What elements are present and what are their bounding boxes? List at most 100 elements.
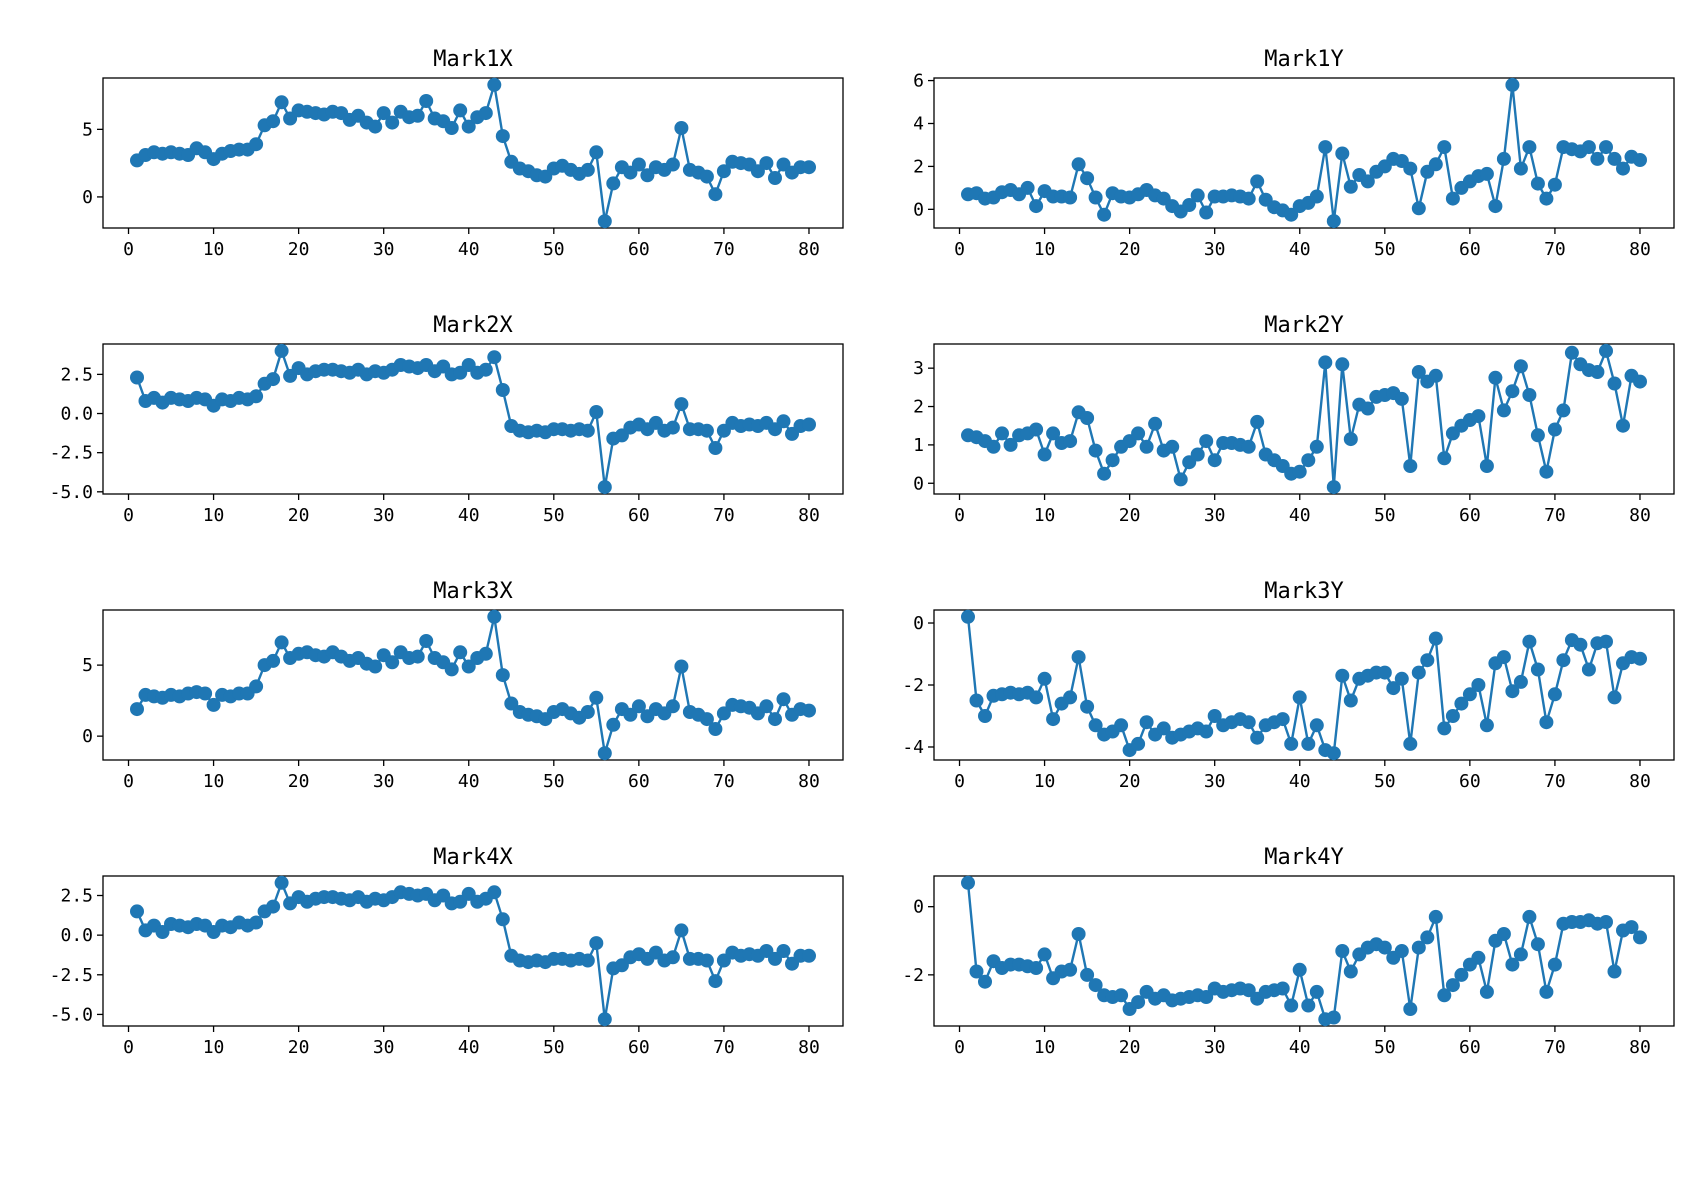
data-point-marker (1063, 962, 1078, 977)
data-point-marker (802, 417, 816, 432)
data-point-marker (1063, 190, 1078, 205)
data-point-marker (249, 389, 264, 404)
subplot-mark4y: Mark4Y 0 10 20 30 40 50 60 70 80 0 -2 (859, 832, 1708, 1092)
data-point-marker (589, 690, 604, 705)
data-point-marker (1394, 671, 1409, 686)
data-point-marker (1046, 426, 1061, 441)
data-point-marker (1624, 920, 1639, 935)
data-point-marker (589, 145, 604, 160)
data-point-marker (1607, 151, 1622, 166)
y-tick-label: 0.0 (60, 404, 93, 425)
data-point-marker (1063, 434, 1078, 449)
data-point-marker (699, 953, 714, 968)
data-point-marker (1445, 191, 1460, 206)
data-point-marker (385, 115, 400, 130)
x-tick-label: 30 (373, 505, 395, 526)
data-point-marker (1411, 940, 1426, 955)
y-tick-label: 5 (82, 119, 93, 140)
data-point-marker (1003, 437, 1018, 452)
data-point-marker (1199, 990, 1214, 1004)
data-point-marker (1037, 671, 1052, 686)
data-point-marker (1454, 967, 1469, 982)
data-point-marker (1088, 443, 1103, 458)
plot-title-mark3y: Mark3Y (1264, 579, 1343, 604)
data-point-marker (1292, 962, 1307, 977)
data-point-marker (1428, 909, 1443, 924)
x-tick-label: 50 (543, 1037, 565, 1058)
data-point-marker (674, 397, 689, 412)
x-tick-label: 50 (543, 771, 565, 792)
subplot-mark1y: Mark1Y 0 10 20 30 40 50 60 70 80 0 2 4 6 (859, 34, 1708, 294)
data-point-marker (708, 974, 723, 989)
data-point-marker (1088, 718, 1103, 733)
data-point-marker (1505, 684, 1520, 699)
data-point-marker (1080, 967, 1095, 982)
data-point-marker (1284, 207, 1299, 222)
x-tick-label: 0 (954, 1037, 965, 1058)
data-point-marker (1564, 345, 1579, 360)
x-tick-label: 20 (288, 239, 310, 260)
x-tick-label: 80 (1629, 239, 1651, 260)
data-point-marker (453, 645, 468, 660)
data-point-marker (1335, 146, 1350, 161)
y-tick-label: 0.0 (60, 925, 93, 946)
data-point-marker (1088, 190, 1103, 205)
x-tick-label: 10 (1034, 505, 1056, 526)
y-tick-label: 2 (913, 397, 924, 418)
data-point-marker (249, 915, 264, 930)
data-point-marker (1411, 665, 1426, 680)
data-point-marker (776, 692, 791, 707)
x-tick-label: 10 (1034, 239, 1056, 260)
data-point-marker (1190, 447, 1205, 462)
x-tick-label: 80 (1629, 505, 1651, 526)
data-point-marker (1097, 466, 1112, 481)
data-point-marker (1301, 998, 1316, 1013)
data-point-marker (1386, 681, 1401, 696)
data-point-marker (1207, 453, 1222, 468)
data-point-marker (1250, 414, 1265, 429)
data-point-marker (1080, 411, 1095, 425)
x-tick-label: 70 (1544, 505, 1566, 526)
x-tick-label: 10 (1034, 1037, 1056, 1058)
x-tick-label: 60 (1459, 771, 1481, 792)
data-point-marker (716, 164, 731, 179)
data-point-marker (1607, 964, 1622, 979)
data-point-marker (708, 187, 723, 202)
data-point-marker (1479, 459, 1494, 473)
data-point-marker (495, 383, 510, 397)
data-point-marker (1250, 730, 1265, 745)
x-tick-label: 50 (1374, 239, 1396, 260)
data-point-marker (1437, 721, 1452, 736)
data-point-marker (1539, 715, 1554, 730)
data-point-marker (266, 653, 281, 668)
data-point-marker (249, 137, 264, 152)
x-tick-label: 40 (1289, 771, 1311, 792)
data-point-marker (597, 746, 612, 761)
data-point-marker (1530, 662, 1545, 677)
y-tick-label: -2.5 (50, 965, 93, 986)
x-tick-label: 70 (1544, 1037, 1566, 1058)
data-point-marker (1326, 214, 1341, 229)
x-tick-label: 10 (203, 771, 225, 792)
data-point-marker (986, 439, 1001, 454)
data-point-marker (699, 423, 714, 438)
data-point-marker (1479, 166, 1494, 181)
data-point-marker (1403, 161, 1418, 176)
x-tick-label: 40 (458, 505, 480, 526)
data-point-marker (1488, 370, 1503, 385)
data-point-marker (1275, 712, 1290, 727)
data-point-marker (419, 94, 434, 108)
data-point-marker (368, 659, 383, 674)
data-point-marker (759, 156, 774, 171)
data-point-marker (776, 414, 791, 429)
subplot-mark2x: Mark2X 0 10 20 30 40 50 60 70 80 2.5 0.0 -2.5 -5.0 (28, 300, 888, 560)
data-point-marker (674, 923, 689, 938)
plot-title-mark1y: Mark1Y (1264, 47, 1343, 72)
data-point-marker (606, 176, 621, 191)
data-point-marker (1360, 174, 1375, 189)
y-tick-label: 1 (913, 435, 924, 456)
data-point-marker (589, 405, 604, 419)
data-point-marker (1156, 721, 1171, 736)
x-tick-label: 10 (203, 239, 225, 260)
data-point-marker (1599, 634, 1613, 649)
